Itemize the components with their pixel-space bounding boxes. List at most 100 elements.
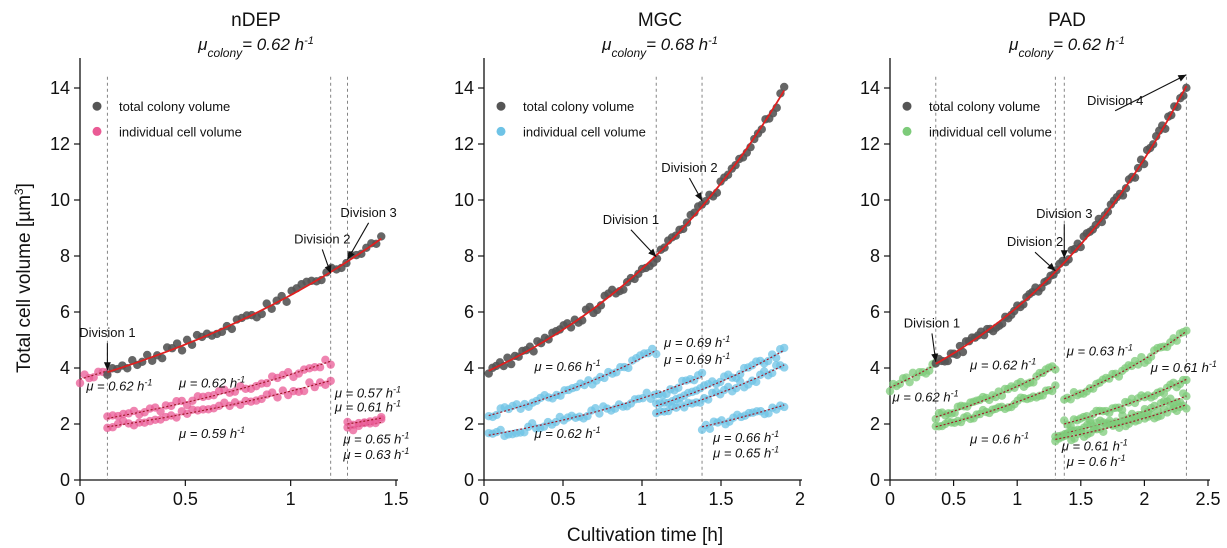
growth-rate-exp: -1 bbox=[722, 351, 730, 361]
y-tick-label: 10 bbox=[50, 190, 70, 210]
growth-rate-value: μ = 0.6 h bbox=[1066, 454, 1118, 469]
cell-point bbox=[697, 368, 707, 378]
growth-rate-exp: -1 bbox=[771, 429, 779, 439]
subtitle-exp: -1 bbox=[304, 35, 314, 47]
colony-point bbox=[776, 89, 785, 98]
panel-subtitle: μcolony= 0.62 h-1 bbox=[1008, 35, 1125, 60]
y-tick-label: 14 bbox=[860, 78, 880, 98]
growth-rate-value: μ = 0.59 h bbox=[178, 426, 237, 441]
cell-fit-line bbox=[935, 385, 1056, 428]
panel-title: nDEP bbox=[231, 10, 281, 31]
growth-rate-value: μ = 0.57 h bbox=[334, 385, 393, 400]
growth-rate-label: μ = 0.69 h-1 bbox=[663, 334, 730, 350]
colony-point bbox=[958, 347, 968, 357]
growth-rate-value: μ = 0.6 h bbox=[969, 432, 1021, 447]
y-tick-label: 0 bbox=[60, 470, 70, 490]
cell-point bbox=[1099, 427, 1108, 436]
cell-point bbox=[780, 402, 789, 412]
growth-rate-label: μ = 0.6 h-1 bbox=[969, 431, 1029, 447]
growth-rate-value: μ = 0.61 h bbox=[1150, 360, 1209, 375]
cell-point bbox=[704, 395, 713, 404]
cell-point bbox=[764, 356, 773, 366]
annotation-arrow-line bbox=[1114, 74, 1187, 112]
legend-label-colony: total colony volume bbox=[119, 99, 230, 114]
growth-rate-label: μ = 0.57 h-1 bbox=[334, 384, 401, 400]
growth-rate-exp: -1 bbox=[237, 425, 245, 435]
cell-fit-line bbox=[1055, 395, 1187, 436]
colony-point bbox=[157, 354, 167, 363]
colony-point bbox=[780, 82, 789, 92]
growth-rate-exp: -1 bbox=[722, 334, 730, 344]
colony-fit-line bbox=[488, 90, 785, 372]
panel-title: PAD bbox=[1048, 10, 1086, 31]
y-tick-label: 6 bbox=[60, 302, 70, 322]
cell-fit-line bbox=[107, 380, 331, 428]
division-annotation: Division 1 bbox=[904, 315, 960, 330]
growth-rate-exp: -1 bbox=[401, 446, 409, 456]
y-tick-label: 14 bbox=[50, 78, 70, 98]
y-tick-label: 14 bbox=[454, 78, 474, 98]
x-tick-label: 1.5 bbox=[1068, 489, 1093, 509]
cell-fit-line bbox=[347, 417, 382, 425]
y-tick-label: 0 bbox=[870, 470, 880, 490]
subtitle-exp: -1 bbox=[1115, 35, 1125, 47]
growth-rate-value: μ = 0.66 h bbox=[712, 430, 771, 445]
y-tick-label: 2 bbox=[60, 414, 70, 434]
growth-rate-label: μ = 0.62 h-1 bbox=[85, 377, 152, 393]
growth-rate-exp: -1 bbox=[401, 431, 409, 441]
annotation-arrow-head bbox=[1047, 262, 1056, 271]
y-tick-label: 2 bbox=[464, 414, 474, 434]
growth-rate-label: μ = 0.65 h-1 bbox=[342, 431, 409, 447]
cell-point bbox=[273, 393, 282, 402]
y-tick-label: 4 bbox=[60, 358, 70, 378]
colony-point bbox=[596, 301, 606, 310]
cell-point bbox=[652, 349, 661, 359]
colony-point bbox=[377, 232, 386, 241]
cell-point bbox=[75, 378, 85, 388]
annotation-arrow-head bbox=[347, 250, 355, 260]
growth-rate-value: μ = 0.62 h bbox=[178, 376, 237, 391]
growth-rate-exp: -1 bbox=[393, 384, 401, 394]
division-annotation: Division 1 bbox=[603, 212, 659, 227]
growth-rate-exp: -1 bbox=[1021, 431, 1029, 441]
growth-rate-exp: -1 bbox=[593, 425, 601, 435]
x-tick-label: 2 bbox=[795, 489, 805, 509]
growth-rate-exp: -1 bbox=[1209, 359, 1217, 369]
y-tick-label: 0 bbox=[464, 470, 474, 490]
growth-rate-label: μ = 0.62 h-1 bbox=[178, 375, 245, 391]
y-tick-label: 8 bbox=[60, 246, 70, 266]
growth-rate-exp: -1 bbox=[237, 375, 245, 385]
panel-subtitle: μcolony= 0.62 h-1 bbox=[197, 35, 314, 60]
subtitle-sub: colony bbox=[611, 46, 647, 60]
growth-rate-exp: -1 bbox=[1118, 453, 1126, 463]
cell-point bbox=[1051, 381, 1060, 390]
y-tick-label: 12 bbox=[454, 134, 474, 154]
legend-marker-colony bbox=[496, 101, 506, 111]
colony-point bbox=[143, 350, 152, 360]
y-tick-label: 8 bbox=[464, 246, 474, 266]
growth-rate-label: μ = 0.61 h-1 bbox=[1061, 438, 1128, 454]
x-tick-label: 0 bbox=[479, 489, 489, 509]
growth-rate-value: μ = 0.69 h bbox=[663, 352, 722, 367]
cell-point bbox=[595, 409, 604, 418]
growth-rate-label: μ = 0.62 h-1 bbox=[969, 356, 1036, 372]
subtitle-exp: -1 bbox=[708, 35, 718, 47]
division-annotation: Division 2 bbox=[661, 160, 717, 175]
colony-fit-line bbox=[107, 237, 382, 374]
legend-label-cell: individual cell volume bbox=[523, 124, 646, 139]
cell-point bbox=[624, 363, 633, 373]
x-tick-label: 1 bbox=[637, 489, 647, 509]
growth-rate-value: μ = 0.61 h bbox=[334, 399, 393, 414]
cell-point bbox=[315, 363, 325, 372]
legend-marker-colony bbox=[902, 101, 912, 111]
growth-rate-value: μ = 0.69 h bbox=[663, 335, 722, 350]
legend-marker-cell bbox=[496, 126, 506, 136]
cell-point bbox=[1146, 352, 1156, 361]
growth-rate-value: μ = 0.65 h bbox=[342, 432, 401, 447]
x-tick-label: 1 bbox=[1012, 489, 1022, 509]
colony-point bbox=[227, 324, 237, 334]
legend-label-colony: total colony volume bbox=[929, 99, 1040, 114]
growth-rate-label: μ = 0.63 h-1 bbox=[1066, 342, 1133, 358]
